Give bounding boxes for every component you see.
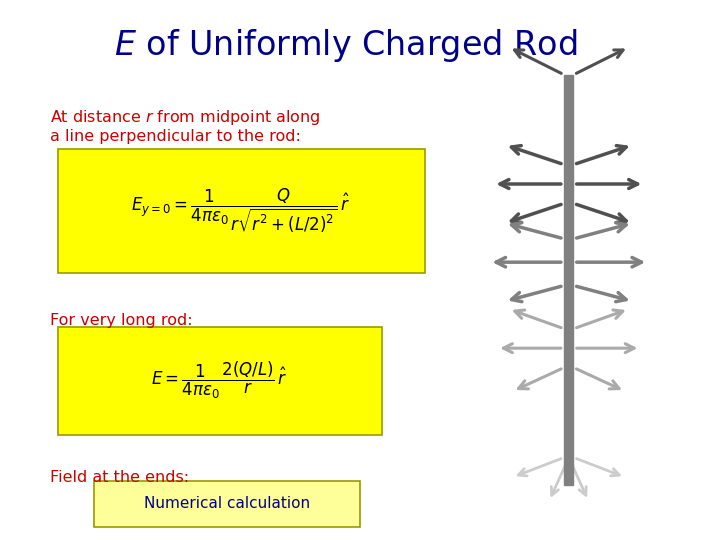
Bar [564,75,574,485]
Text: Field at the ends:: Field at the ends: [50,470,189,485]
Text: At distance $\it{r}$ from midpoint along
a line perpendicular to the rod:: At distance $\it{r}$ from midpoint along… [50,108,321,144]
FancyBboxPatch shape [94,481,360,526]
Text: $\it{E}$ of Uniformly Charged Rod: $\it{E}$ of Uniformly Charged Rod [114,27,577,64]
FancyBboxPatch shape [58,327,382,435]
Text: For very long rod:: For very long rod: [50,313,193,328]
FancyBboxPatch shape [58,148,425,273]
Text: $E_{y=0} = \dfrac{1}{4\pi\varepsilon_0}\dfrac{Q}{r\sqrt{r^2+(L/2)^2}}\,\hat{r}$: $E_{y=0} = \dfrac{1}{4\pi\varepsilon_0}\… [132,186,351,235]
Text: Numerical calculation: Numerical calculation [144,496,310,511]
Text: $E = \dfrac{1}{4\pi\varepsilon_0}\dfrac{2(Q/L)}{r}\,\hat{r}$: $E = \dfrac{1}{4\pi\varepsilon_0}\dfrac{… [151,360,288,401]
